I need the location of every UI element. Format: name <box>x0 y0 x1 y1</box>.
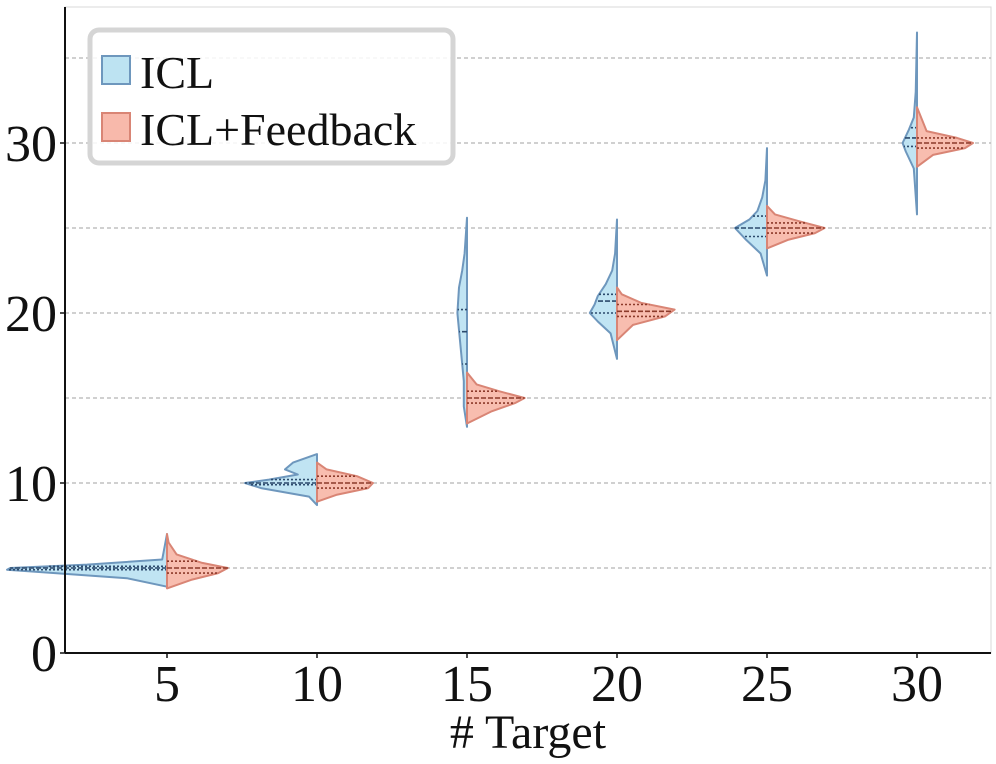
x-tick-label-30: 30 <box>891 656 943 713</box>
violin-icl-feedback-20 <box>616 286 676 342</box>
violin-icl-15 <box>456 216 468 428</box>
x-axis-title: # Target <box>450 706 607 759</box>
legend-swatch-icl <box>101 55 131 85</box>
y-ticks: 0 10 20 30 <box>5 116 65 683</box>
x-tick-label-10: 10 <box>291 656 343 713</box>
violin-icl-feedback-25 <box>766 204 826 250</box>
y-tick-label-0: 0 <box>31 626 57 683</box>
violin-icl-feedback-30 <box>916 106 974 168</box>
y-tick-label-30: 30 <box>5 116 57 173</box>
violin-icl-30 <box>901 31 918 216</box>
violin-icl-feedback-10 <box>316 461 374 503</box>
x-tick-label-25: 25 <box>741 656 793 713</box>
violin-icl-25 <box>734 147 768 277</box>
legend-label-icl: ICL <box>140 47 214 98</box>
violin-icl-feedback-5 <box>166 533 229 590</box>
legend-box <box>87 27 456 166</box>
legend: ICL ICL+Feedback <box>87 27 456 166</box>
legend-label-icl-feedback: ICL+Feedback <box>140 104 416 155</box>
y-tick-label-10: 10 <box>5 456 57 513</box>
x-tick-label-15: 15 <box>441 656 493 713</box>
violins <box>6 31 974 590</box>
x-ticks: 5 10 15 20 25 30 <box>154 653 943 713</box>
y-tick-label-20: 20 <box>5 286 57 343</box>
legend-swatch-icl-feedback <box>101 112 131 142</box>
x-tick-label-5: 5 <box>154 656 180 713</box>
x-tick-label-20: 20 <box>591 656 643 713</box>
violin-icl-20 <box>588 218 618 360</box>
